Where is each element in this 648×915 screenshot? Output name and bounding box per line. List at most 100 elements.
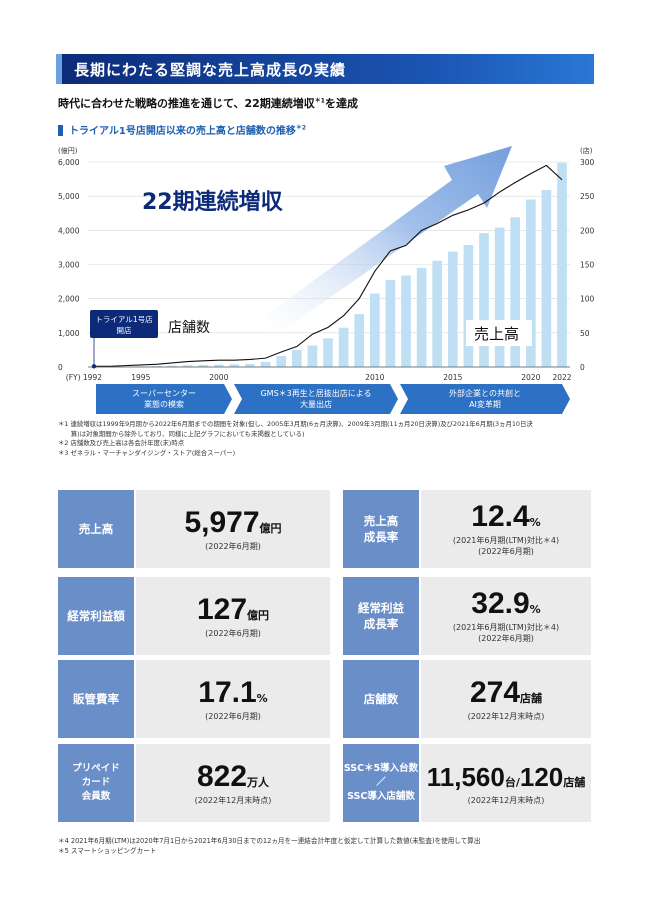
kpi-value: 822 (196, 760, 248, 793)
y-right-tick: 200 (580, 226, 595, 235)
y-right-tick: 50 (580, 329, 590, 338)
sales-bar (479, 233, 489, 367)
phase-label: GMS＊3再生と居抜出店による (260, 388, 371, 398)
sales-bar (198, 364, 209, 367)
x-tick: (FY) 1992 (66, 373, 102, 382)
sales-bar (416, 267, 427, 367)
sales-bar (229, 364, 240, 367)
kpi-value: 127 (196, 593, 248, 626)
streak-label: 22期連続増収 (142, 189, 284, 215)
kpi-note: (2022年12月末時点) (467, 712, 545, 721)
kpi-value: 32.9 (471, 587, 530, 620)
y-right-tick: 250 (580, 192, 595, 201)
kpi-note: (2021年6月期(LTM)対比＊4) (2022年6月期) (452, 623, 560, 643)
y-left-unit: (億円) (58, 146, 78, 155)
first-store-text: 開店 (117, 325, 132, 335)
kpi-note: (2021年6月期(LTM)対比＊4) (2022年6月期) (452, 536, 560, 556)
kpi-value-box: 12.4% (2021年6月期(LTM)対比＊4) (2022年6月期) (421, 490, 591, 568)
banner-accent (56, 54, 62, 84)
kpi-label: 販管費率 (58, 660, 134, 738)
kpi-value: 12.4 (471, 500, 530, 533)
phase-label: 業態の模索 (144, 399, 184, 409)
footnote-4: ＊4 2021年6月期(LTM)は2020年7月1日から2021年6月30日まで… (58, 837, 481, 845)
y-right-tick: 100 (580, 295, 595, 304)
subtitle: 時代に合わせた戦略の推進を通じて、22期連続増収＊1を達成 (58, 95, 358, 111)
x-tick: 2000 (209, 373, 228, 382)
phase-label: AI変革期 (469, 399, 501, 409)
kpi-unit: 台/ (504, 776, 520, 789)
kpi-value-box: 11,560台/120店舗 (2022年12月末時点) (421, 744, 591, 822)
sales-bar (541, 190, 552, 367)
sales-bar (525, 199, 536, 367)
kpi-unit: % (256, 692, 268, 705)
phase-label: スーパーセンター (132, 389, 196, 398)
sales-bar (510, 217, 521, 367)
sales-bar (276, 356, 287, 367)
y-left-tick: 1,000 (58, 329, 80, 338)
y-right-tick: 150 (580, 261, 595, 270)
kpi-unit: 億円 (247, 609, 270, 622)
kpi-value-box: 274店舗 (2022年12月末時点) (421, 660, 591, 738)
heading-square-icon (58, 125, 63, 136)
chart-heading: トライアル1号店開店以来の売上高と店舗数の推移＊2 (58, 122, 306, 137)
kpi-label: SSC＊5導入台数／ SSC導入店舗数 (343, 744, 419, 822)
sales-bar (245, 363, 255, 367)
section-title: 長期にわたる堅調な売上高成長の実績 (74, 61, 347, 79)
sales-bar (307, 345, 318, 367)
kpi-value-box: 5,977億円 (2022年6月期) (136, 490, 330, 568)
x-tick: 2022 (552, 373, 571, 382)
kpi-label: プリペイド カード 会員数 (58, 744, 134, 822)
x-tick: 2015 (443, 373, 462, 382)
subtitle-tail: を達成 (324, 97, 358, 110)
growth-arrow (262, 146, 512, 338)
kpi-unit: % (529, 516, 541, 529)
section-banner: 長期にわたる堅調な売上高成長の実績 (56, 54, 594, 84)
kpi-unit: 万人 (247, 776, 270, 789)
phase-label: 大量出店 (300, 399, 332, 409)
sales-bar (260, 361, 271, 367)
note-2: ＊2 店舗数及び売上高は各会計年度(末)時点 (58, 439, 185, 448)
phase-arrow (400, 384, 570, 414)
phase-arrow (96, 384, 232, 414)
kpi-note: (2022年6月期) (205, 542, 261, 551)
kpi-label: 経常利益額 (58, 577, 134, 655)
y-left-tick: 3,000 (58, 261, 80, 270)
note-1: ＊1 連続増収は1999年9月期から2022年6月期までの期間を対象(但し、20… (58, 420, 533, 428)
phase-label: 外部企業との共創と (449, 388, 521, 398)
kpi-value-box: 822万人 (2022年12月末時点) (136, 744, 330, 822)
x-tick: 2020 (521, 373, 540, 382)
sales-label-bg (466, 320, 532, 346)
kpi-value: 17.1 (198, 676, 257, 709)
kpi-unit: 億円 (259, 522, 282, 535)
y-left-tick: 5,000 (58, 192, 80, 201)
kpi-unit: 店舗 (520, 692, 543, 705)
y-left-tick: 2,000 (58, 295, 80, 304)
phase-arrow (234, 384, 398, 414)
kpi-note: (2022年6月期) (205, 712, 261, 721)
kpi-value-secondary: 120 (519, 762, 564, 792)
sales-bar (447, 251, 458, 367)
sales-bar (213, 364, 224, 367)
sales-bar (338, 327, 349, 367)
note-1-cont: 算)は対象期間から除外しており、同様に上記グラフにおいても未掲載としている) (58, 429, 305, 438)
kpi-label: 売上高 (58, 490, 134, 568)
y-left-tick: 4,000 (58, 226, 80, 235)
chart-heading-text: トライアル1号店開店以来の売上高と店舗数の推移 (69, 126, 296, 137)
y-left-tick: 6,000 (58, 158, 80, 167)
sales-bar (182, 365, 193, 367)
kpi-value: 5,977 (184, 506, 260, 539)
note-3: ＊3 ゼネラル・マーチャンダイジング・ストア(総合スーパー) (58, 448, 236, 457)
kpi-value: 11,560 (426, 762, 505, 792)
footnotes: ＊4 2021年6月期(LTM)は2020年7月1日から2021年6月30日まで… (58, 836, 480, 856)
sales-bar (494, 227, 505, 367)
y-left-tick: 0 (58, 363, 63, 372)
sales-bar (167, 365, 177, 367)
kpi-note: (2022年12月末時点) (194, 796, 272, 805)
y-right-tick: 300 (580, 158, 595, 167)
sales-bar (151, 365, 162, 367)
sales-store-chart: 0 1,000 2,000 3,000 4,000 5,000 6,000 0 50 100 150… (58, 146, 595, 414)
stores-line (94, 164, 563, 367)
sales-label: 売上高 (474, 325, 519, 343)
sales-bar (463, 245, 474, 367)
footnote-5: ＊5 スマートショッピングカート (58, 847, 157, 855)
